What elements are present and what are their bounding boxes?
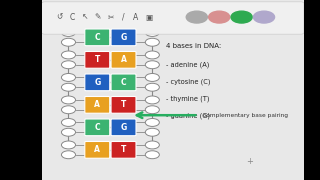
Text: /: /	[122, 13, 124, 22]
FancyBboxPatch shape	[85, 29, 110, 46]
Circle shape	[145, 151, 159, 159]
FancyBboxPatch shape	[85, 74, 110, 91]
Circle shape	[61, 51, 76, 59]
Circle shape	[61, 61, 76, 69]
Text: G: G	[94, 78, 100, 87]
Circle shape	[61, 128, 76, 136]
Circle shape	[145, 28, 159, 36]
Text: G: G	[120, 123, 127, 132]
Circle shape	[145, 106, 159, 114]
Circle shape	[145, 118, 159, 126]
FancyBboxPatch shape	[111, 51, 136, 68]
FancyBboxPatch shape	[111, 119, 136, 136]
Text: T: T	[95, 55, 100, 64]
Text: T: T	[121, 145, 126, 154]
Text: 4 bases in DNA:: 4 bases in DNA:	[166, 43, 222, 49]
Text: - thymine (T): - thymine (T)	[166, 95, 210, 102]
Circle shape	[61, 28, 76, 36]
Text: C: C	[94, 33, 100, 42]
Text: ✎: ✎	[94, 13, 101, 22]
Text: complementary base pairing: complementary base pairing	[203, 113, 288, 118]
Text: C: C	[94, 123, 100, 132]
Text: ↺: ↺	[56, 13, 62, 22]
Circle shape	[61, 96, 76, 104]
FancyBboxPatch shape	[85, 96, 110, 113]
Text: +: +	[246, 158, 253, 166]
Text: C: C	[121, 78, 126, 87]
Circle shape	[61, 83, 76, 91]
FancyBboxPatch shape	[85, 51, 110, 68]
FancyBboxPatch shape	[42, 2, 304, 34]
Circle shape	[145, 83, 159, 91]
Circle shape	[209, 11, 230, 23]
Circle shape	[61, 118, 76, 126]
Text: T: T	[121, 100, 126, 109]
Text: C: C	[69, 13, 75, 22]
Circle shape	[231, 11, 252, 23]
FancyBboxPatch shape	[85, 119, 110, 136]
FancyBboxPatch shape	[85, 141, 110, 158]
FancyBboxPatch shape	[111, 96, 136, 113]
Text: A: A	[121, 55, 126, 64]
Text: G: G	[120, 33, 127, 42]
Circle shape	[253, 11, 275, 23]
Text: ✂: ✂	[107, 13, 114, 22]
Circle shape	[145, 61, 159, 69]
Circle shape	[61, 106, 76, 114]
Circle shape	[145, 96, 159, 104]
FancyBboxPatch shape	[111, 141, 136, 158]
Circle shape	[61, 73, 76, 81]
Circle shape	[61, 151, 76, 159]
Text: - cytosine (C): - cytosine (C)	[166, 78, 211, 85]
Circle shape	[61, 38, 76, 46]
Bar	[304, 0, 320, 180]
FancyBboxPatch shape	[111, 29, 136, 46]
Circle shape	[145, 51, 159, 59]
Circle shape	[145, 73, 159, 81]
Text: A: A	[94, 145, 100, 154]
Circle shape	[145, 38, 159, 46]
Bar	[0, 0, 42, 180]
Circle shape	[186, 11, 207, 23]
Circle shape	[61, 141, 76, 149]
Circle shape	[145, 128, 159, 136]
Text: - adenine (A): - adenine (A)	[166, 61, 210, 68]
Text: ▣: ▣	[145, 13, 152, 22]
Text: A: A	[94, 100, 100, 109]
Text: - guanine (G): - guanine (G)	[166, 112, 211, 119]
FancyBboxPatch shape	[111, 74, 136, 91]
Text: A: A	[133, 13, 139, 22]
Text: ↖: ↖	[82, 13, 88, 22]
Circle shape	[145, 141, 159, 149]
